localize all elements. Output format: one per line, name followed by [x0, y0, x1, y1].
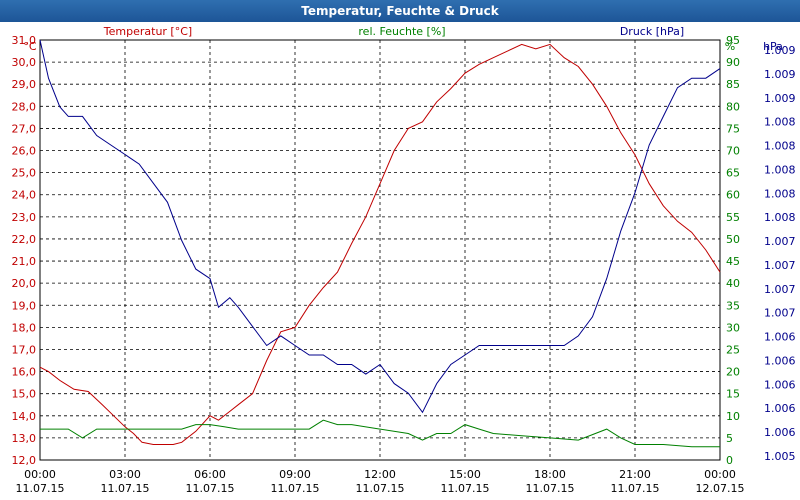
humidity-tick-label: 85 [726, 78, 740, 91]
x-tick-time: 00:00 [704, 468, 736, 481]
humidity-tick-label: 5 [726, 432, 733, 445]
temperature-tick-label: 30,0 [12, 56, 37, 69]
pressure-tick-label: 1.008 [764, 116, 796, 129]
x-tick-date: 11.07.15 [526, 482, 575, 495]
pressure-tick-label: 1.007 [764, 235, 796, 248]
temperature-tick-label: 13,0 [12, 432, 37, 445]
pressure-tick-label: 1.009 [764, 92, 796, 105]
pressure-tick-label: 1.009 [764, 68, 796, 81]
series-line-pressure [39, 39, 721, 414]
x-tick-date: 11.07.15 [611, 482, 660, 495]
x-tick-time: 21:00 [619, 468, 651, 481]
humidity-tick-label: 50 [726, 233, 740, 246]
humidity-tick-label: 75 [726, 122, 740, 135]
temperature-tick-label: 19,0 [12, 299, 37, 312]
x-tick-time: 09:00 [279, 468, 311, 481]
x-tick-date: 11.07.15 [101, 482, 150, 495]
x-tick-time: 06:00 [194, 468, 226, 481]
humidity-tick-label: 90 [726, 56, 740, 69]
pressure-unit: hPa [763, 40, 783, 53]
x-tick-time: 00:00 [24, 468, 56, 481]
pressure-tick-label: 1.006 [764, 354, 796, 367]
temperature-tick-label: 23,0 [12, 211, 37, 224]
humidity-tick-label: 30 [726, 321, 740, 334]
humidity-tick-label: 35 [726, 299, 740, 312]
temperature-tick-label: 14,0 [12, 410, 37, 423]
pressure-tick-label: 1.009 [764, 44, 796, 57]
pressure-tick-label: 1.006 [764, 402, 796, 415]
temperature-tick-label: 16,0 [12, 366, 37, 379]
temperature-tick-label: 26,0 [12, 145, 37, 158]
pressure-tick-label: 1.006 [764, 378, 796, 391]
humidity-tick-label: 0 [726, 454, 733, 467]
humidity-tick-label: 95 [726, 34, 740, 47]
temperature-tick-label: 31,0 [12, 34, 37, 47]
humidity-tick-label: 70 [726, 145, 740, 158]
humidity-unit: % [725, 40, 735, 53]
temperature-tick-label: 20,0 [12, 277, 37, 290]
temperature-tick-label: 25,0 [12, 167, 37, 180]
humidity-tick-label: 25 [726, 343, 740, 356]
series [39, 39, 721, 448]
x-tick-time: 12:00 [364, 468, 396, 481]
temperature-tick-label: 27,0 [12, 122, 37, 135]
humidity-tick-label: 15 [726, 388, 740, 401]
pressure-tick-label: 1.008 [764, 211, 796, 224]
humidity-tick-label: 45 [726, 255, 740, 268]
humidity-tick-label: 65 [726, 167, 740, 180]
temperature-axis-label: Temperatur [°C] [103, 25, 192, 38]
chart-title: Temperatur, Feuchte & Druck [0, 0, 800, 22]
humidity-tick-label: 55 [726, 211, 740, 224]
axes: 12,0 13,0 14,0 15,0 16,0 17,0 18,0 19,0 20,0 21,0… [12, 34, 796, 495]
pressure-tick-label: 1.006 [764, 331, 796, 344]
pressure-tick-label: 1.007 [764, 307, 796, 320]
temperature-tick-label: 12,0 [12, 454, 37, 467]
series-line-temperature [39, 43, 721, 445]
humidity-tick-label: 80 [726, 100, 740, 113]
x-tick-time: 15:00 [449, 468, 481, 481]
x-tick-time: 18:00 [534, 468, 566, 481]
x-tick-date: 11.07.15 [271, 482, 320, 495]
humidity-tick-label: 60 [726, 189, 740, 202]
plot-frame [39, 39, 721, 461]
humidity-tick-label: 20 [726, 366, 740, 379]
pressure-tick-label: 1.007 [764, 259, 796, 272]
pressure-tick-label: 1.007 [764, 283, 796, 296]
x-tick-date: 11.07.15 [356, 482, 405, 495]
humidity-axis-label: rel. Feuchte [%] [358, 25, 445, 38]
humidity-tick-label: 10 [726, 410, 740, 423]
temperature-tick-label: 15,0 [12, 388, 37, 401]
humidity-tick-label: 40 [726, 277, 740, 290]
pressure-tick-label: 1.008 [764, 140, 796, 153]
x-tick-date: 11.07.15 [186, 482, 235, 495]
temperature-tick-label: 24,0 [12, 189, 37, 202]
x-tick-date: 11.07.15 [16, 482, 65, 495]
temperature-tick-label: 21,0 [12, 255, 37, 268]
temperature-tick-label: 18,0 [12, 321, 37, 334]
pressure-tick-label: 1.008 [764, 163, 796, 176]
x-tick-date: 11.07.15 [441, 482, 490, 495]
pressure-axis-label: Druck [hPa] [620, 25, 684, 38]
temperature-unit: °C [23, 40, 37, 53]
x-tick-time: 03:00 [109, 468, 141, 481]
temperature-tick-label: 28,0 [12, 100, 37, 113]
pressure-tick-label: 1.008 [764, 187, 796, 200]
temperature-tick-label: 17,0 [12, 343, 37, 356]
temperature-tick-label: 29,0 [12, 78, 37, 91]
chart: 12,0 13,0 14,0 15,0 16,0 17,0 18,0 19,0 20,0 21,0… [12, 25, 796, 495]
temperature-tick-label: 22,0 [12, 233, 37, 246]
series-line-humidity [40, 419, 720, 448]
pressure-tick-label: 1.005 [764, 450, 796, 463]
pressure-tick-label: 1.006 [764, 426, 796, 439]
x-tick-date: 12.07.15 [696, 482, 745, 495]
grid [40, 39, 720, 460]
